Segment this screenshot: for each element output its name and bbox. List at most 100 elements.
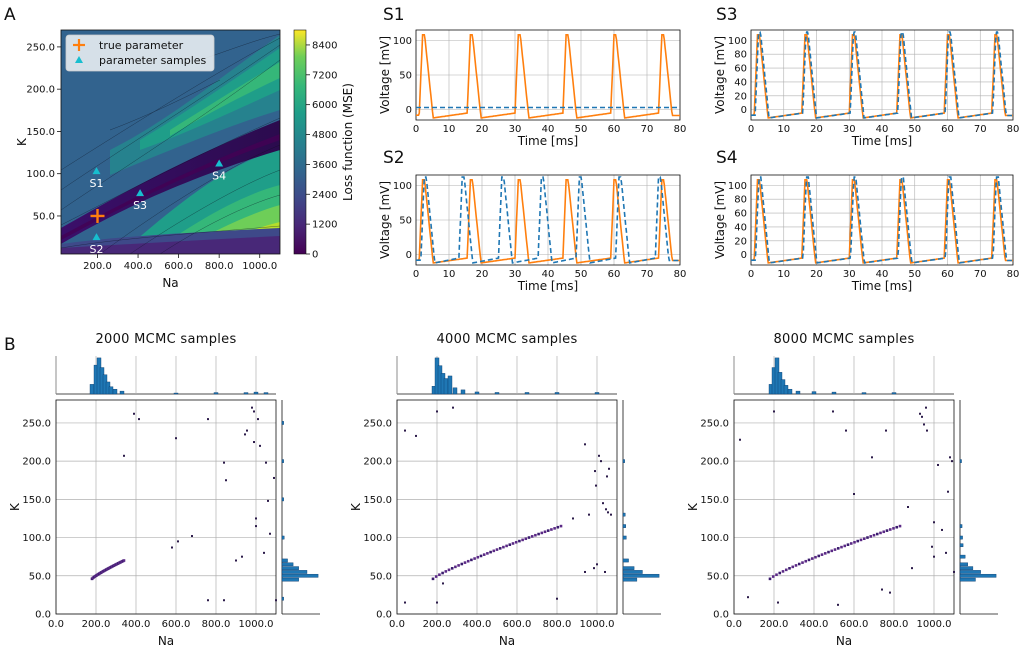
mcmc-4000-sample-point — [602, 502, 604, 505]
mcmc-4000-trail-point — [498, 547, 502, 550]
mcmc-8000-sample-point — [945, 551, 947, 554]
mcmc-8000-sample-point — [747, 596, 749, 599]
s3-xtick-label: 50 — [908, 124, 921, 135]
mcmc-4000-sample-point — [572, 517, 574, 520]
mcmc-4000-sample-point — [584, 443, 586, 446]
colorbar-tick-label: 2400 — [312, 190, 337, 201]
mcmc-8000-trail-point — [781, 570, 785, 573]
mcmc-4000-hist-y-bar — [622, 573, 660, 578]
mcmc-2000-sample-point — [223, 461, 225, 464]
s1-yaxis-label: Voltage [mV] — [378, 36, 392, 114]
s4-xtick-label: 40 — [876, 269, 889, 280]
mcmc-8000-hist-x-bar — [795, 390, 801, 395]
mcmc-4000-plot: 0.0 200.0 400.0 600.0 800.0 1000.0 0.0 50.0 100.… — [349, 332, 661, 648]
mcmc-4000-hist-y-bar — [622, 524, 626, 528]
mcmc-4000-sample-point — [404, 429, 406, 432]
mcmc-4000-trail-point — [521, 538, 524, 542]
mcmc-4000-trail-point — [489, 550, 492, 554]
mcmc-2000-sample-point — [251, 406, 253, 409]
mcmc-2000-xtick-label: 200.0 — [82, 619, 111, 630]
mcmc-2000-sample-point — [253, 441, 255, 444]
mcmc-4000-hist-x-bar — [447, 375, 453, 395]
s1-ytick-label: 50 — [399, 71, 412, 82]
sample-label-s2: S2 — [89, 243, 103, 256]
mcmc-2000-hist-y-bar — [281, 497, 284, 502]
mcmc-8000-sample-point — [907, 506, 909, 508]
mcmc-8000-sample-point — [889, 591, 891, 594]
mcmc-4000-hist-y-bar — [622, 535, 627, 540]
mcmc-8000-plot: 0.0 200.0 400.0 600.0 800.0 1000.0 0.0 50.0 100.… — [686, 332, 998, 648]
s3-ytick-label: 60 — [734, 64, 747, 75]
s4-yaxis-label: Voltage [mV] — [713, 181, 727, 259]
s4-xtick-label: 70 — [974, 269, 987, 280]
mcmc-4000-trail-point — [479, 554, 483, 558]
mcmc-2000-hist-x-bar — [173, 392, 179, 395]
s1-xtick-label: 30 — [509, 124, 522, 135]
mcmc-2000-sample-point — [171, 546, 173, 549]
s3-xtick-label: 0 — [748, 124, 754, 135]
mcmc-4000-sample-point — [404, 601, 406, 604]
trace-plot-s2: 0 10 20 30 40 50 60 70 80 0 50 100 S2 Time [ms] Voltag… — [378, 148, 686, 293]
mcmc-2000-sample-point — [259, 444, 261, 447]
s3-xtick-label: 10 — [777, 124, 790, 135]
mcmc-8000-sample-point — [919, 412, 921, 415]
mcmc-4000-ytick-label: 0.0 — [376, 610, 392, 621]
mcmc-4000-xtick-label: 0.0 — [389, 619, 405, 630]
s4-xtick-label: 50 — [908, 269, 921, 280]
mcmc-2000-sample-point — [138, 418, 140, 421]
s1-axes-frame — [415, 29, 681, 121]
mcmc-2000-hist-y-bar — [281, 535, 285, 540]
s3-xtick-label: 40 — [876, 124, 889, 135]
mcmc-8000-sample-point — [925, 406, 927, 409]
mcmc-4000-trail-point — [518, 539, 521, 543]
mcmc-2000-hist-y-bar — [281, 573, 319, 578]
loss-xtick-label: 400.0 — [124, 261, 153, 272]
s1-xtick-label: 40 — [542, 124, 555, 135]
mcmc-4000-hist-x-bar — [554, 392, 560, 395]
mcmc-4000-trail-point — [460, 562, 464, 566]
mcmc-2000-sample-point — [257, 418, 259, 421]
mcmc-8000-trail-point — [791, 565, 795, 569]
mcmc-8000-trail-point — [853, 540, 856, 544]
mcmc-2000-sample-point — [255, 517, 257, 520]
mcmc-8000-hist-y-bar — [959, 459, 962, 463]
mcmc-8000-sample-point — [777, 601, 779, 604]
mcmc-8000-ytick-label: 250.0 — [700, 418, 729, 429]
mcmc-2000-sample-point — [244, 433, 246, 436]
mcmc-8000-trail-point — [784, 568, 788, 572]
mcmc-8000-ytick-label: 0.0 — [713, 610, 729, 621]
s4-ytick-label: 0 — [741, 250, 747, 261]
mcmc-2000-ytick-label: 100.0 — [22, 533, 51, 544]
mcmc-4000-trail-point — [441, 571, 444, 575]
panel-a-letter: A — [4, 5, 16, 25]
trace-plot-s1: 0 10 20 30 40 50 60 70 80 0 50 100 S1 Time [ms] Voltag… — [378, 5, 686, 148]
mcmc-8000-hist-y-bar — [959, 573, 997, 578]
mcmc-8000-trail-point — [833, 548, 837, 551]
mcmc-4000-hist-x-bar — [494, 392, 500, 395]
mcmc-4000-trail-point — [434, 575, 438, 578]
mcmc-8000-sample-point — [953, 570, 955, 573]
mcmc-4000-hist-y-bar — [622, 512, 626, 517]
mcmc-2000-hist-x-bar — [89, 384, 95, 395]
mcmc-8000-trail-point — [885, 529, 889, 532]
mcmc-8000-sample-point — [837, 603, 839, 606]
mcmc-8000-hist-y-bar — [959, 577, 976, 582]
loss-ytick-label: 50.0 — [33, 211, 55, 222]
mcmc-8000-trail-point — [810, 557, 814, 560]
mcmc-2000-hist-x-bar — [263, 392, 269, 395]
mcmc-8000-trail-point — [807, 558, 811, 562]
mcmc-8000-trail-point — [775, 573, 778, 577]
s3-xtick-label: 20 — [810, 124, 823, 135]
mcmc-4000-sample-point — [610, 513, 612, 516]
mcmc-8000-ytick-label: 100.0 — [700, 533, 729, 544]
mcmc-2000-sample-point — [275, 599, 277, 602]
mcmc-4000-sample-point — [595, 484, 597, 487]
mcmc-4000-sample-point — [598, 454, 600, 457]
mcmc-2000-hist-x-bar — [253, 391, 259, 395]
mcmc-2000-sample-point — [175, 437, 177, 440]
colorbar-label: Loss function (MSE) — [341, 83, 355, 201]
mcmc-2000-sample-point — [225, 479, 227, 482]
mcmc-8000-trail-point — [843, 544, 847, 548]
mcmc-2000-plot: 0.0 200.0 400.0 600.0 800.0 1000.0 0.0 50.0 100.… — [8, 332, 320, 648]
mcmc-4000-trail-point — [511, 542, 515, 545]
